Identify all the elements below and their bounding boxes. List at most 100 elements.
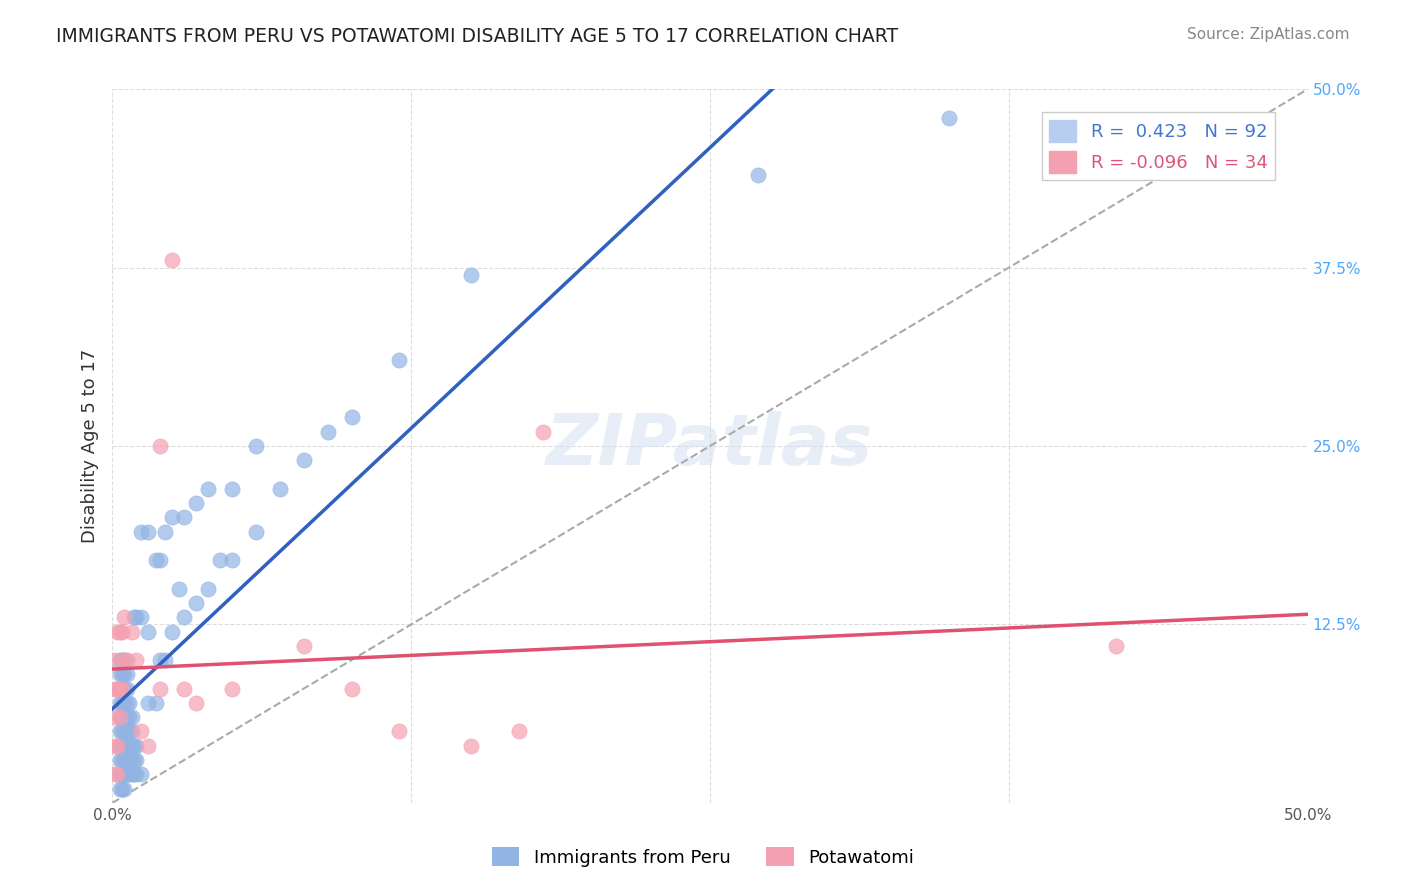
Point <box>111 681 134 696</box>
Point <box>114 710 135 724</box>
Point <box>145 696 167 710</box>
Point <box>104 653 127 667</box>
Point <box>122 610 145 624</box>
Point <box>115 767 138 781</box>
Point <box>149 653 172 667</box>
Point <box>149 681 172 696</box>
Point <box>388 353 411 368</box>
Point <box>108 781 131 796</box>
Point <box>316 425 339 439</box>
Y-axis label: Disability Age 5 to 17: Disability Age 5 to 17 <box>80 349 98 543</box>
Point <box>105 681 128 696</box>
Point <box>938 111 960 125</box>
Point <box>108 710 131 724</box>
Point <box>121 739 143 753</box>
Point <box>169 582 191 596</box>
Point <box>114 739 135 753</box>
Point <box>111 667 134 681</box>
Point <box>121 724 143 739</box>
Point <box>125 653 148 667</box>
Point <box>531 425 554 439</box>
Point <box>111 710 134 724</box>
Point <box>121 710 143 724</box>
Point <box>221 553 243 567</box>
Point <box>114 653 135 667</box>
Point <box>111 753 134 767</box>
Point <box>138 696 160 710</box>
Point <box>388 724 411 739</box>
Point <box>111 781 134 796</box>
Legend: R =  0.423   N = 92, R = -0.096   N = 34: R = 0.423 N = 92, R = -0.096 N = 34 <box>1042 112 1275 180</box>
Point <box>118 710 141 724</box>
Point <box>114 696 135 710</box>
Point <box>115 739 138 753</box>
Point <box>245 439 267 453</box>
Point <box>162 253 183 268</box>
Point <box>460 268 482 282</box>
Point <box>114 781 135 796</box>
Point <box>104 681 127 696</box>
Point <box>153 524 176 539</box>
Point <box>460 739 482 753</box>
Point <box>747 168 769 182</box>
Point <box>114 667 135 681</box>
Point <box>108 739 131 753</box>
Legend: Immigrants from Peru, Potawatomi: Immigrants from Peru, Potawatomi <box>485 840 921 874</box>
Point <box>118 739 141 753</box>
Point <box>138 739 160 753</box>
Point <box>114 753 135 767</box>
Point <box>111 653 134 667</box>
Point <box>114 681 135 696</box>
Point <box>115 653 138 667</box>
Point <box>340 410 363 425</box>
Point <box>108 681 131 696</box>
Point <box>138 624 160 639</box>
Point <box>108 653 131 667</box>
Point <box>149 439 172 453</box>
Point <box>173 681 195 696</box>
Point <box>221 482 243 496</box>
Point <box>118 724 141 739</box>
Point <box>292 453 315 467</box>
Point <box>111 767 134 781</box>
Point <box>173 510 195 524</box>
Point <box>125 739 148 753</box>
Point <box>118 767 141 781</box>
Point <box>111 624 134 639</box>
Point <box>138 524 160 539</box>
Text: Source: ZipAtlas.com: Source: ZipAtlas.com <box>1187 27 1350 42</box>
Point <box>121 624 143 639</box>
Text: ZIPatlas: ZIPatlas <box>547 411 873 481</box>
Point <box>115 696 138 710</box>
Point <box>111 724 134 739</box>
Point <box>122 753 145 767</box>
Point <box>108 724 131 739</box>
Point <box>118 753 141 767</box>
Point <box>186 596 208 610</box>
Point <box>118 696 141 710</box>
Point <box>269 482 291 496</box>
Point <box>104 710 127 724</box>
Point <box>114 767 135 781</box>
Point <box>105 767 128 781</box>
Point <box>121 767 143 781</box>
Point <box>292 639 315 653</box>
Point <box>129 524 152 539</box>
Point <box>145 553 167 567</box>
Point <box>108 753 131 767</box>
Point <box>122 739 145 753</box>
Point <box>153 653 176 667</box>
Point <box>115 710 138 724</box>
Point <box>245 524 267 539</box>
Point <box>125 753 148 767</box>
Point <box>114 653 135 667</box>
Point <box>173 610 195 624</box>
Point <box>129 767 152 781</box>
Point <box>508 724 530 739</box>
Point <box>108 767 131 781</box>
Point <box>209 553 232 567</box>
Point <box>111 696 134 710</box>
Point <box>186 496 208 510</box>
Point <box>125 610 148 624</box>
Point <box>115 753 138 767</box>
